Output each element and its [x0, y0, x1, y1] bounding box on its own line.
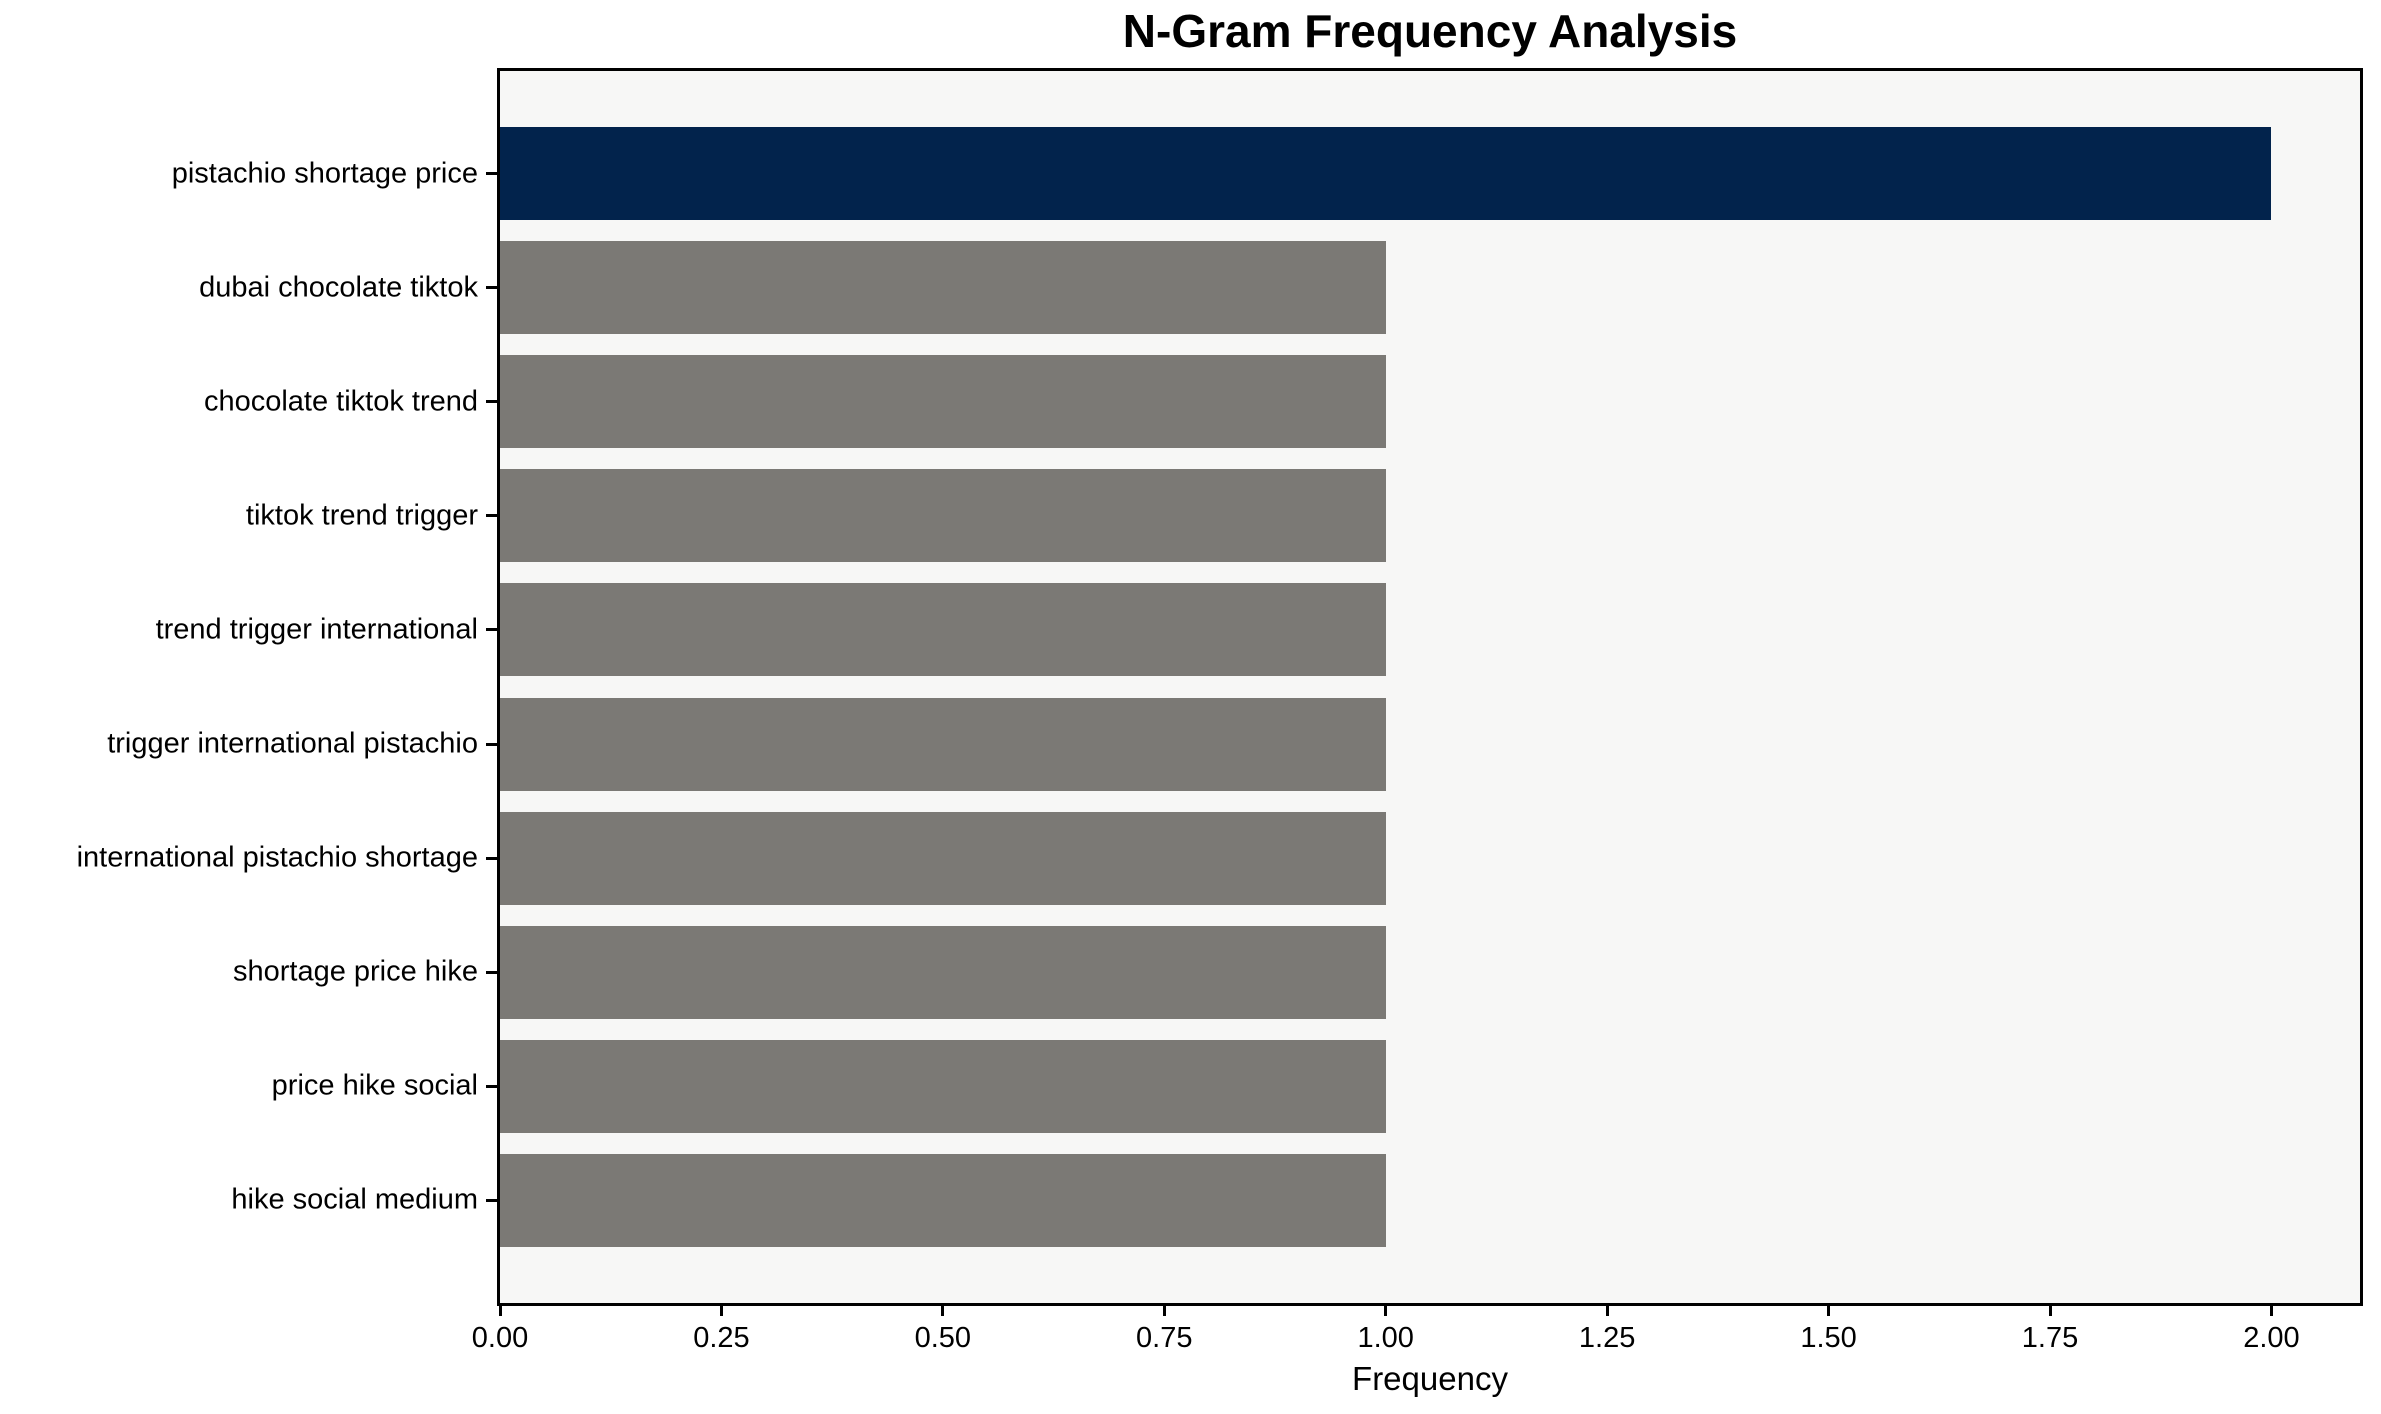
- x-tick: [941, 1303, 945, 1316]
- y-tick: [486, 742, 497, 746]
- x-tick-label: 1.00: [1357, 1322, 1414, 1354]
- y-tick-label: shortage price hike: [232, 955, 478, 988]
- x-tick-label: 0.25: [693, 1322, 750, 1354]
- y-tick: [486, 1198, 497, 1202]
- x-tick: [2269, 1303, 2273, 1316]
- x-tick-label: 2.00: [2243, 1322, 2300, 1354]
- bar: [500, 697, 1386, 791]
- y-tick-label: hike social medium: [231, 1183, 478, 1216]
- y-tick-label: price hike social: [271, 1069, 478, 1102]
- y-tick: [486, 1084, 497, 1088]
- chart-title: N-Gram Frequency Analysis: [1122, 5, 1738, 57]
- bar: [500, 1039, 1386, 1133]
- x-tick-label: 1.75: [2021, 1322, 2079, 1354]
- x-tick: [1605, 1303, 1609, 1316]
- y-tick: [486, 286, 497, 290]
- bar: [500, 811, 1386, 905]
- x-axis-title: Frequency: [1352, 1360, 1508, 1397]
- x-tick-label: 1.50: [1800, 1322, 1857, 1354]
- bar: [500, 355, 1386, 449]
- y-tick: [486, 172, 497, 175]
- y-tick-label: dubai chocolate tiktok: [199, 271, 478, 304]
- x-tick-label: 0.00: [471, 1322, 529, 1354]
- y-tick-label: tiktok trend trigger: [245, 499, 478, 532]
- x-tick: [2048, 1303, 2052, 1316]
- y-tick: [486, 628, 497, 632]
- y-tick: [486, 970, 497, 974]
- x-tick: [1827, 1303, 1831, 1316]
- bar: [500, 925, 1386, 1019]
- x-tick: [1384, 1303, 1388, 1316]
- y-tick: [486, 400, 497, 404]
- bar: [500, 469, 1386, 563]
- x-tick: [1162, 1303, 1166, 1316]
- x-tick: [719, 1303, 723, 1316]
- bar: [500, 583, 1386, 677]
- y-tick: [486, 856, 497, 860]
- x-tick-label: 0.75: [1136, 1322, 1193, 1354]
- x-tick-label: 0.50: [914, 1322, 972, 1354]
- plot-area: [500, 71, 2360, 1303]
- y-tick-label: trend trigger international: [155, 613, 478, 646]
- y-tick: [486, 514, 497, 518]
- y-tick-label: chocolate tiktok trend: [203, 385, 478, 418]
- bar: [500, 1153, 1386, 1247]
- y-tick-label: international pistachio shortage: [76, 841, 478, 874]
- y-tick-label: trigger international pistachio: [107, 727, 478, 760]
- y-tick-label: pistachio shortage price: [171, 157, 478, 189]
- bar: [500, 241, 1386, 335]
- x-tick: [498, 1303, 502, 1316]
- x-tick-label: 1.25: [1578, 1322, 1636, 1354]
- bar: [500, 127, 2272, 220]
